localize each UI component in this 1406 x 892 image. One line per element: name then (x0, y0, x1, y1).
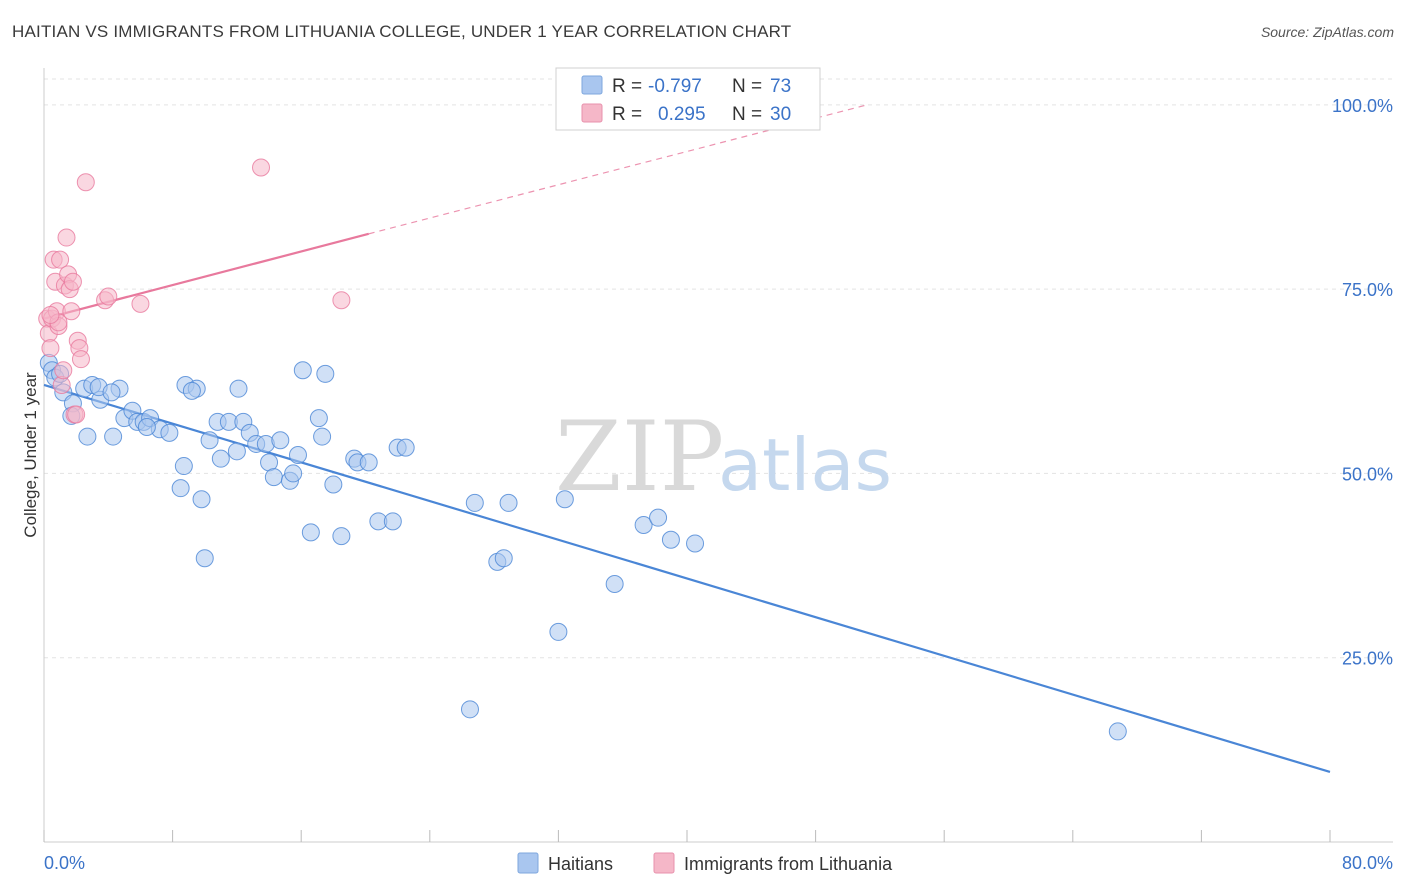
data-point-haitians (1108, 722, 1127, 741)
legend-n-value: 73 (770, 76, 791, 97)
data-point-lithuania (252, 158, 271, 177)
data-point-haitians (634, 516, 653, 535)
data-point-haitians (549, 622, 568, 641)
data-point-haitians (293, 361, 312, 380)
data-point-haitians (555, 490, 574, 509)
bottom-legend: Haitians Immigrants from Lithuania (517, 852, 893, 874)
data-point-lithuania (71, 350, 90, 369)
data-point-haitians (383, 512, 402, 531)
data-point-haitians (211, 449, 230, 468)
data-point-haitians (465, 493, 484, 512)
chart-title: HAITIAN VS IMMIGRANTS FROM LITHUANIA COL… (12, 22, 792, 41)
data-point-lithuania (57, 228, 76, 247)
y-tick-label: 50.0% (1342, 464, 1393, 484)
watermark-atlas: atlas (718, 423, 892, 507)
data-point-haitians (160, 423, 179, 442)
data-point-lithuania (41, 305, 60, 324)
data-point-haitians (494, 549, 513, 568)
data-point-haitians (661, 530, 680, 549)
bottom-legend-label-lithuania: Immigrants from Lithuania (684, 854, 893, 874)
data-point-haitians (171, 479, 190, 498)
data-point-haitians (316, 364, 335, 383)
data-point-haitians (192, 490, 211, 509)
legend-n-value: 30 (770, 104, 791, 125)
data-point-haitians (359, 453, 378, 472)
data-point-haitians (182, 381, 201, 400)
watermark: ZIP atlas (555, 401, 892, 513)
data-point-haitians (313, 427, 332, 446)
bottom-legend-swatch-lithuania (653, 852, 675, 874)
data-point-lithuania (76, 173, 95, 192)
legend-n-label: N = (732, 104, 762, 125)
legend-swatch-haitians (581, 75, 603, 95)
trend-line-lithuania (43, 232, 369, 320)
data-point-lithuania (332, 291, 351, 310)
y-tick-label: 25.0% (1342, 649, 1393, 669)
correlation-legend: R = -0.797 N = 73 R = 0.295 N = 30 (555, 67, 821, 131)
data-point-haitians (332, 527, 351, 546)
grid-layer: 25.0% 50.0% 75.0% 100.0% (44, 78, 1393, 669)
data-point-haitians (396, 438, 415, 457)
data-point-haitians (104, 427, 123, 446)
x-tick-label-min: 0.0% (44, 853, 85, 873)
data-point-haitians (288, 446, 307, 464)
data-point-lithuania (41, 339, 60, 358)
legend-r-value: 0.295 (658, 104, 706, 125)
trend-line-extension-lithuania (368, 104, 868, 235)
legend-n-label: N = (732, 76, 762, 97)
data-point-haitians (102, 383, 121, 402)
data-point-haitians (195, 549, 214, 568)
data-point-haitians (605, 575, 624, 593)
watermark-zip: ZIP (555, 401, 724, 513)
data-point-lithuania (54, 361, 73, 380)
data-point-haitians (174, 457, 193, 476)
bottom-legend-label-haitians: Haitians (548, 854, 613, 874)
x-tick-label-max: 80.0% (1342, 853, 1393, 873)
y-tick-label: 75.0% (1342, 280, 1393, 300)
data-points (38, 158, 1127, 741)
legend-r-label: R = (612, 104, 642, 125)
data-point-lithuania (62, 302, 81, 321)
data-point-haitians (649, 508, 668, 527)
data-point-haitians (227, 442, 246, 461)
data-point-haitians (499, 493, 518, 512)
y-tick-label: 100.0% (1332, 96, 1393, 116)
data-point-lithuania (63, 272, 82, 291)
data-point-haitians (78, 427, 97, 446)
data-point-lithuania (51, 250, 70, 269)
data-point-haitians (309, 409, 328, 428)
data-point-haitians (686, 534, 705, 553)
legend-r-value: -0.797 (648, 76, 702, 97)
legend-r-label: R = (612, 76, 642, 97)
bottom-legend-swatch-haitians (517, 852, 539, 874)
y-axis-label: College, Under 1 year (21, 372, 40, 538)
legend-swatch-lithuania (581, 103, 603, 123)
data-point-haitians (229, 379, 248, 398)
data-point-haitians (324, 475, 343, 494)
source-credit: Source: ZipAtlas.com (1260, 24, 1394, 40)
axes-layer (43, 68, 1393, 843)
data-point-haitians (301, 523, 320, 542)
data-point-haitians (137, 417, 156, 436)
data-point-lithuania (67, 405, 86, 424)
data-point-haitians (460, 700, 479, 719)
data-point-haitians (200, 431, 219, 450)
data-point-haitians (264, 468, 283, 487)
data-point-haitians (271, 431, 290, 450)
data-point-lithuania (99, 287, 118, 306)
data-point-lithuania (131, 294, 150, 313)
data-point-haitians (284, 464, 303, 483)
